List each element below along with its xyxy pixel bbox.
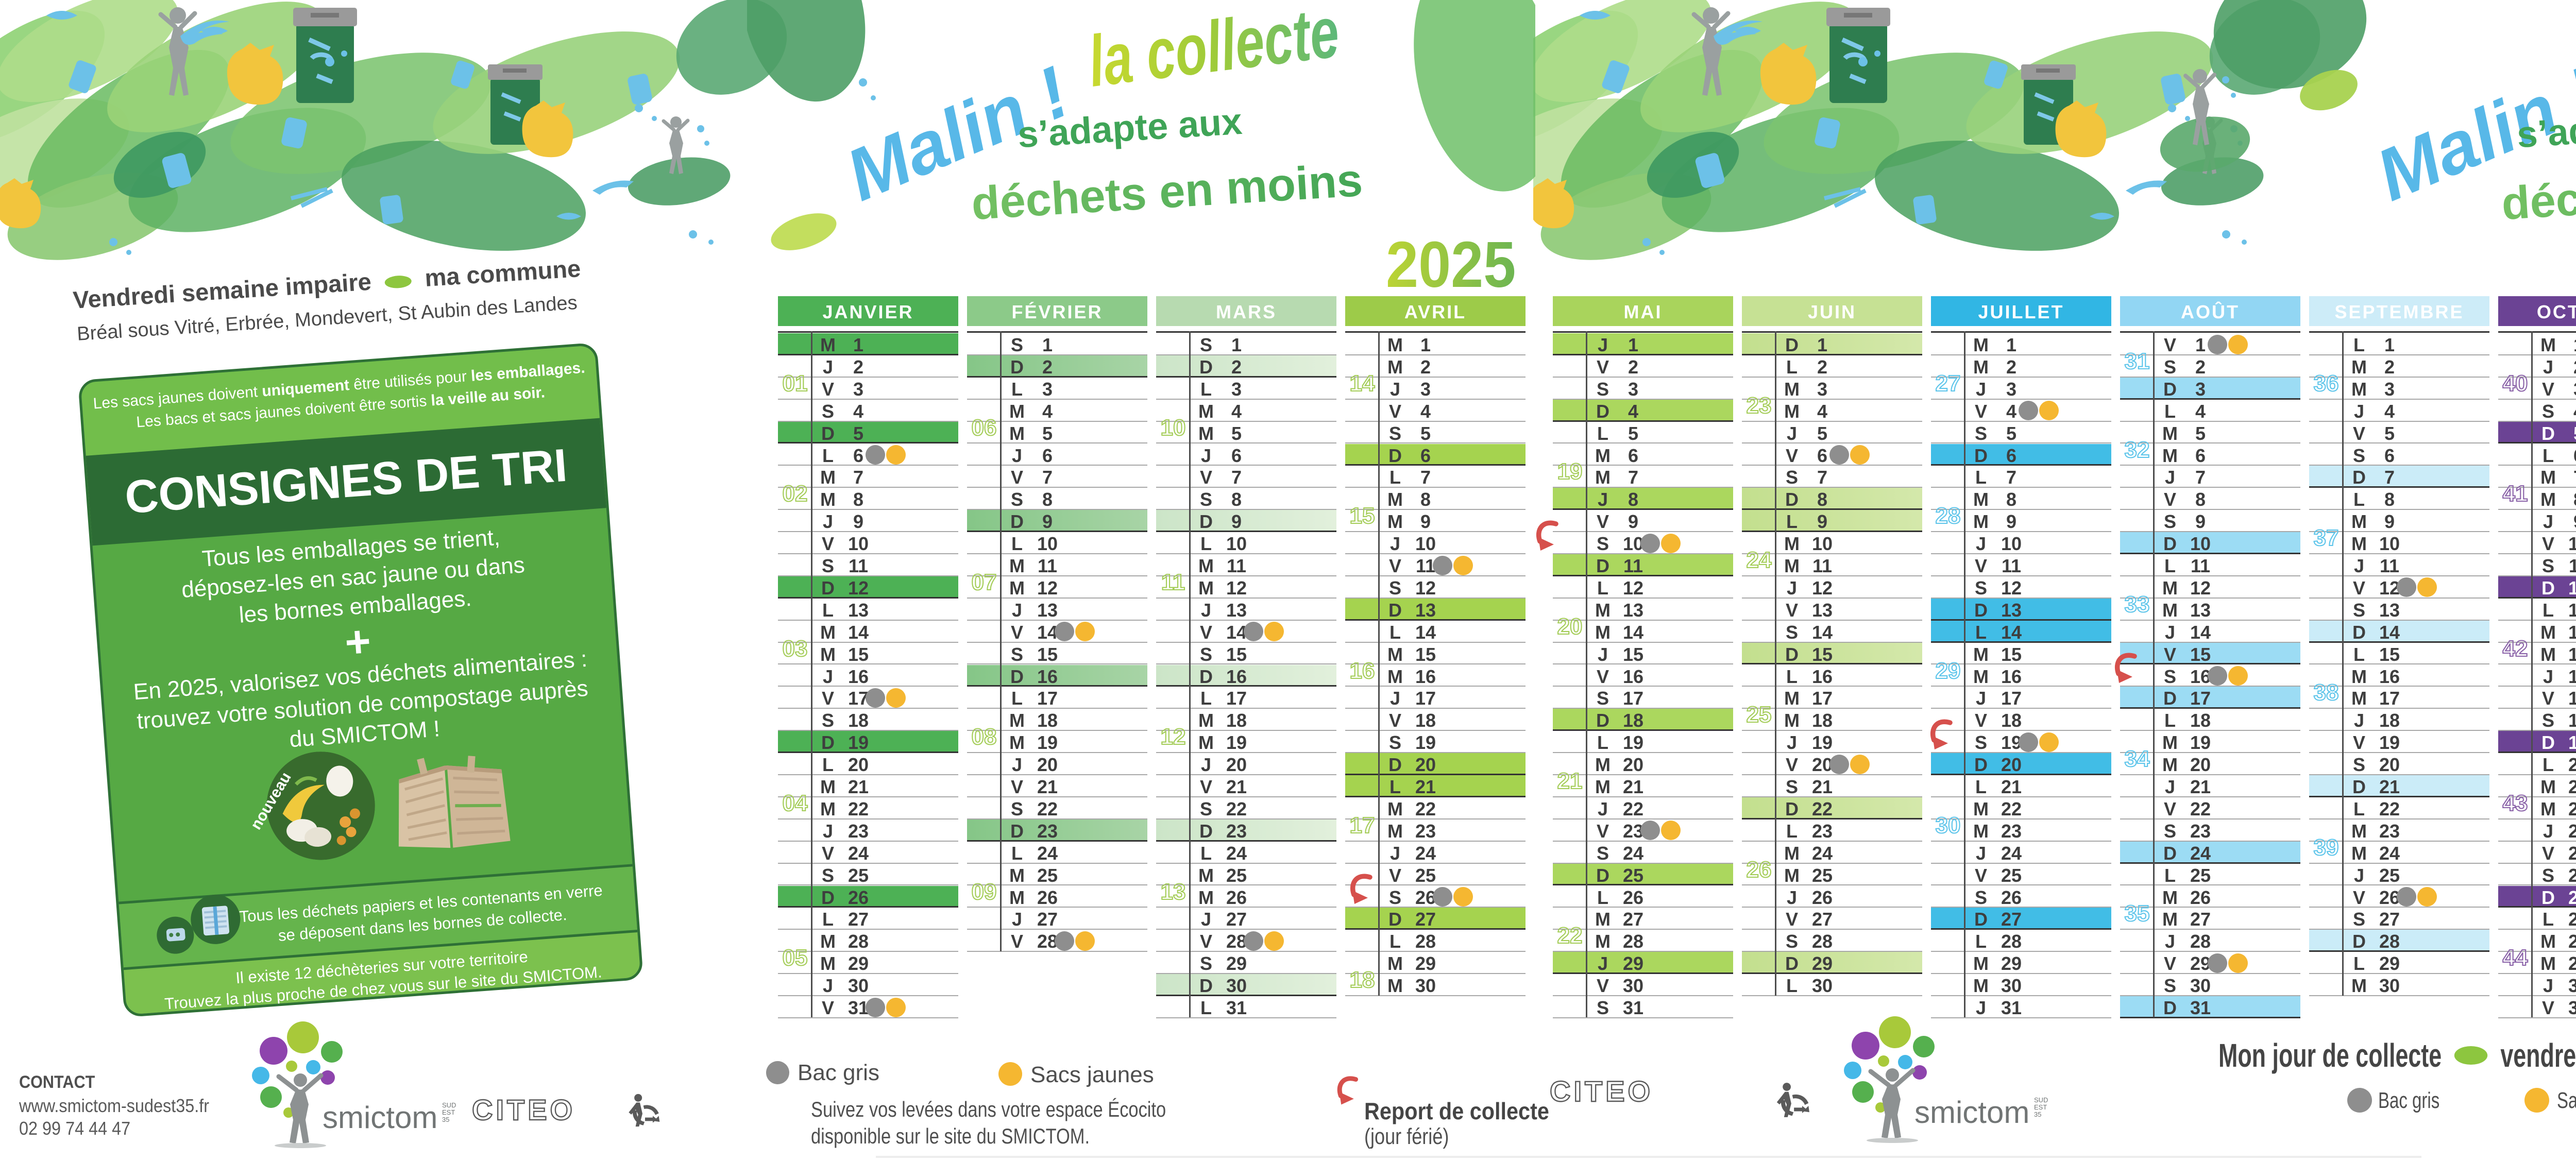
svg-text:35: 35 <box>442 1116 449 1123</box>
svg-text:smictom: smictom <box>323 1100 437 1135</box>
svg-text:35: 35 <box>2034 1111 2041 1118</box>
svg-text:EST: EST <box>442 1108 455 1116</box>
svg-text:EST: EST <box>2034 1103 2047 1111</box>
svg-text:SUD: SUD <box>2034 1096 2048 1104</box>
svg-text:SUD: SUD <box>442 1101 456 1109</box>
svg-text:smictom: smictom <box>1914 1095 2029 1130</box>
